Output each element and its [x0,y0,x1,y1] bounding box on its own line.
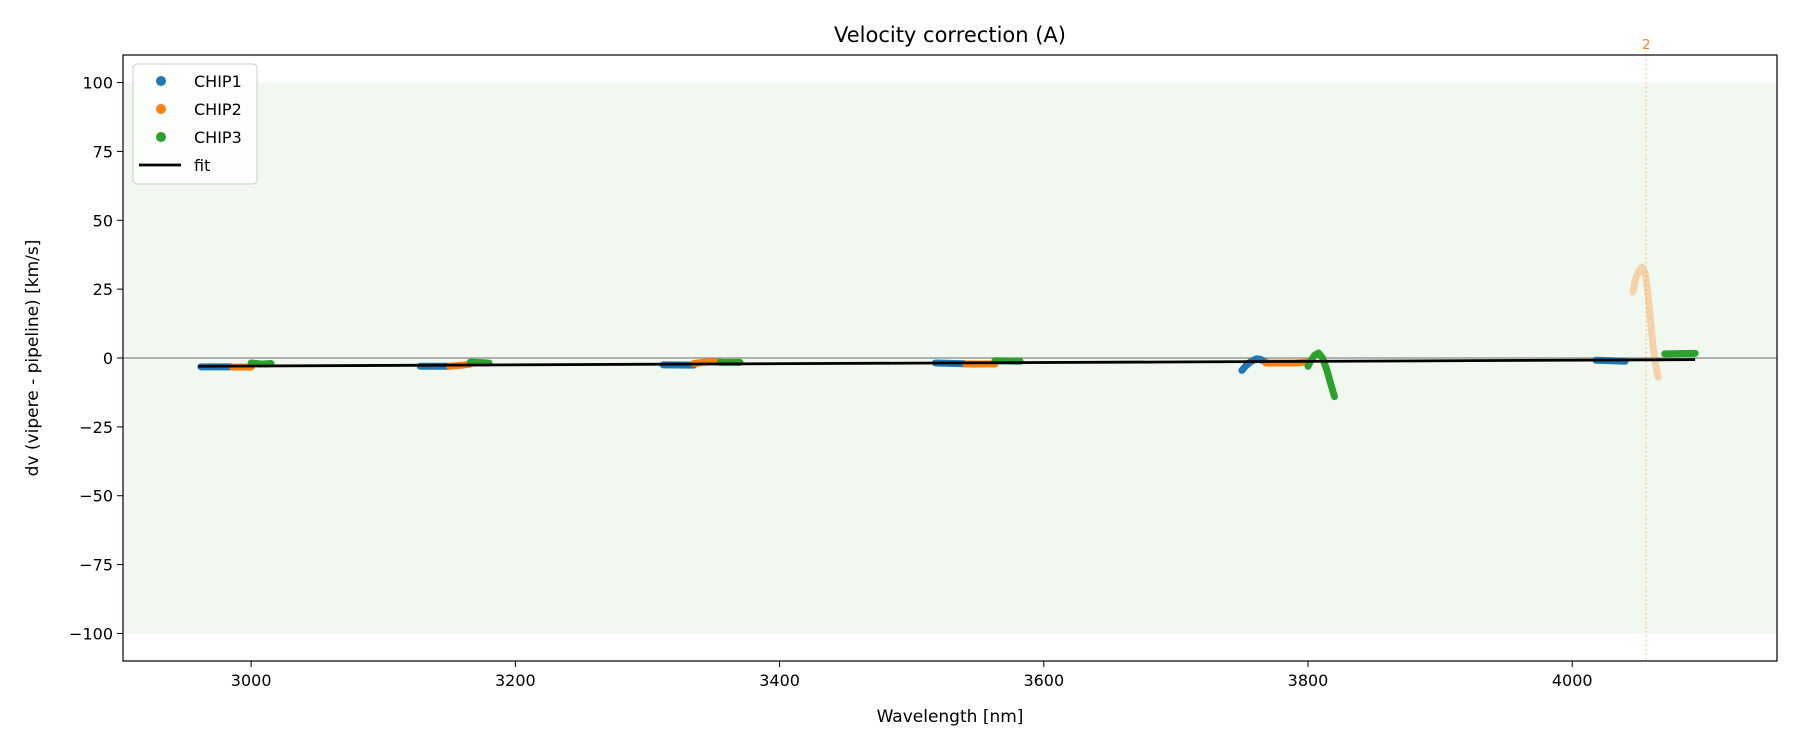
x-axis-label: Wavelength [nm] [877,707,1024,727]
data-segment-chip3 [247,359,275,368]
y-tick-label: −50 [79,487,113,506]
x-tick-label: 3800 [1288,671,1329,690]
data-segment-chip1 [1238,355,1270,374]
chart-title: Velocity correction (A) [834,23,1066,47]
fit-line [198,358,1696,368]
data-segment-chip3 [466,358,493,367]
legend-box [132,63,258,185]
data-segment-chip3 [1661,349,1699,358]
legend-label-chip2: CHIP2 [194,100,242,119]
y-axis-label: dv (vipere - pipeline) [km/s] [23,240,43,477]
x-tick-label: 3400 [759,671,800,690]
legend-label-chip3: CHIP3 [194,128,242,147]
x-tick-label: 3200 [495,671,536,690]
legend: CHIP1 CHIP2 CHIP3 fit [132,63,258,185]
y-tick-label: 100 [82,74,113,93]
y-tick-label: −100 [69,624,113,643]
plot-area [122,54,1778,662]
legend-marker-chip2 [156,104,166,114]
data-segment-chip2 [1629,263,1662,381]
legend-label-chip1: CHIP1 [194,72,242,91]
y-tick-label: −75 [79,556,113,575]
y-tick-label: 25 [93,280,113,299]
legend-label-fit: fit [194,156,210,175]
data-segment-chip3 [991,357,1024,365]
marker-line-label: 2 [1642,38,1650,53]
x-tick-label: 4000 [1552,671,1593,690]
x-tick-label: 3600 [1023,671,1064,690]
y-tick-label: −25 [79,418,113,437]
y-tick-label: 0 [103,349,113,368]
y-tick-label: 50 [93,211,113,230]
x-tick-label: 3000 [231,671,272,690]
legend-marker-chip1 [156,76,166,86]
data-segment-chip3 [1304,349,1338,401]
y-tick-label: 75 [93,142,113,161]
legend-marker-chip3 [156,132,166,142]
